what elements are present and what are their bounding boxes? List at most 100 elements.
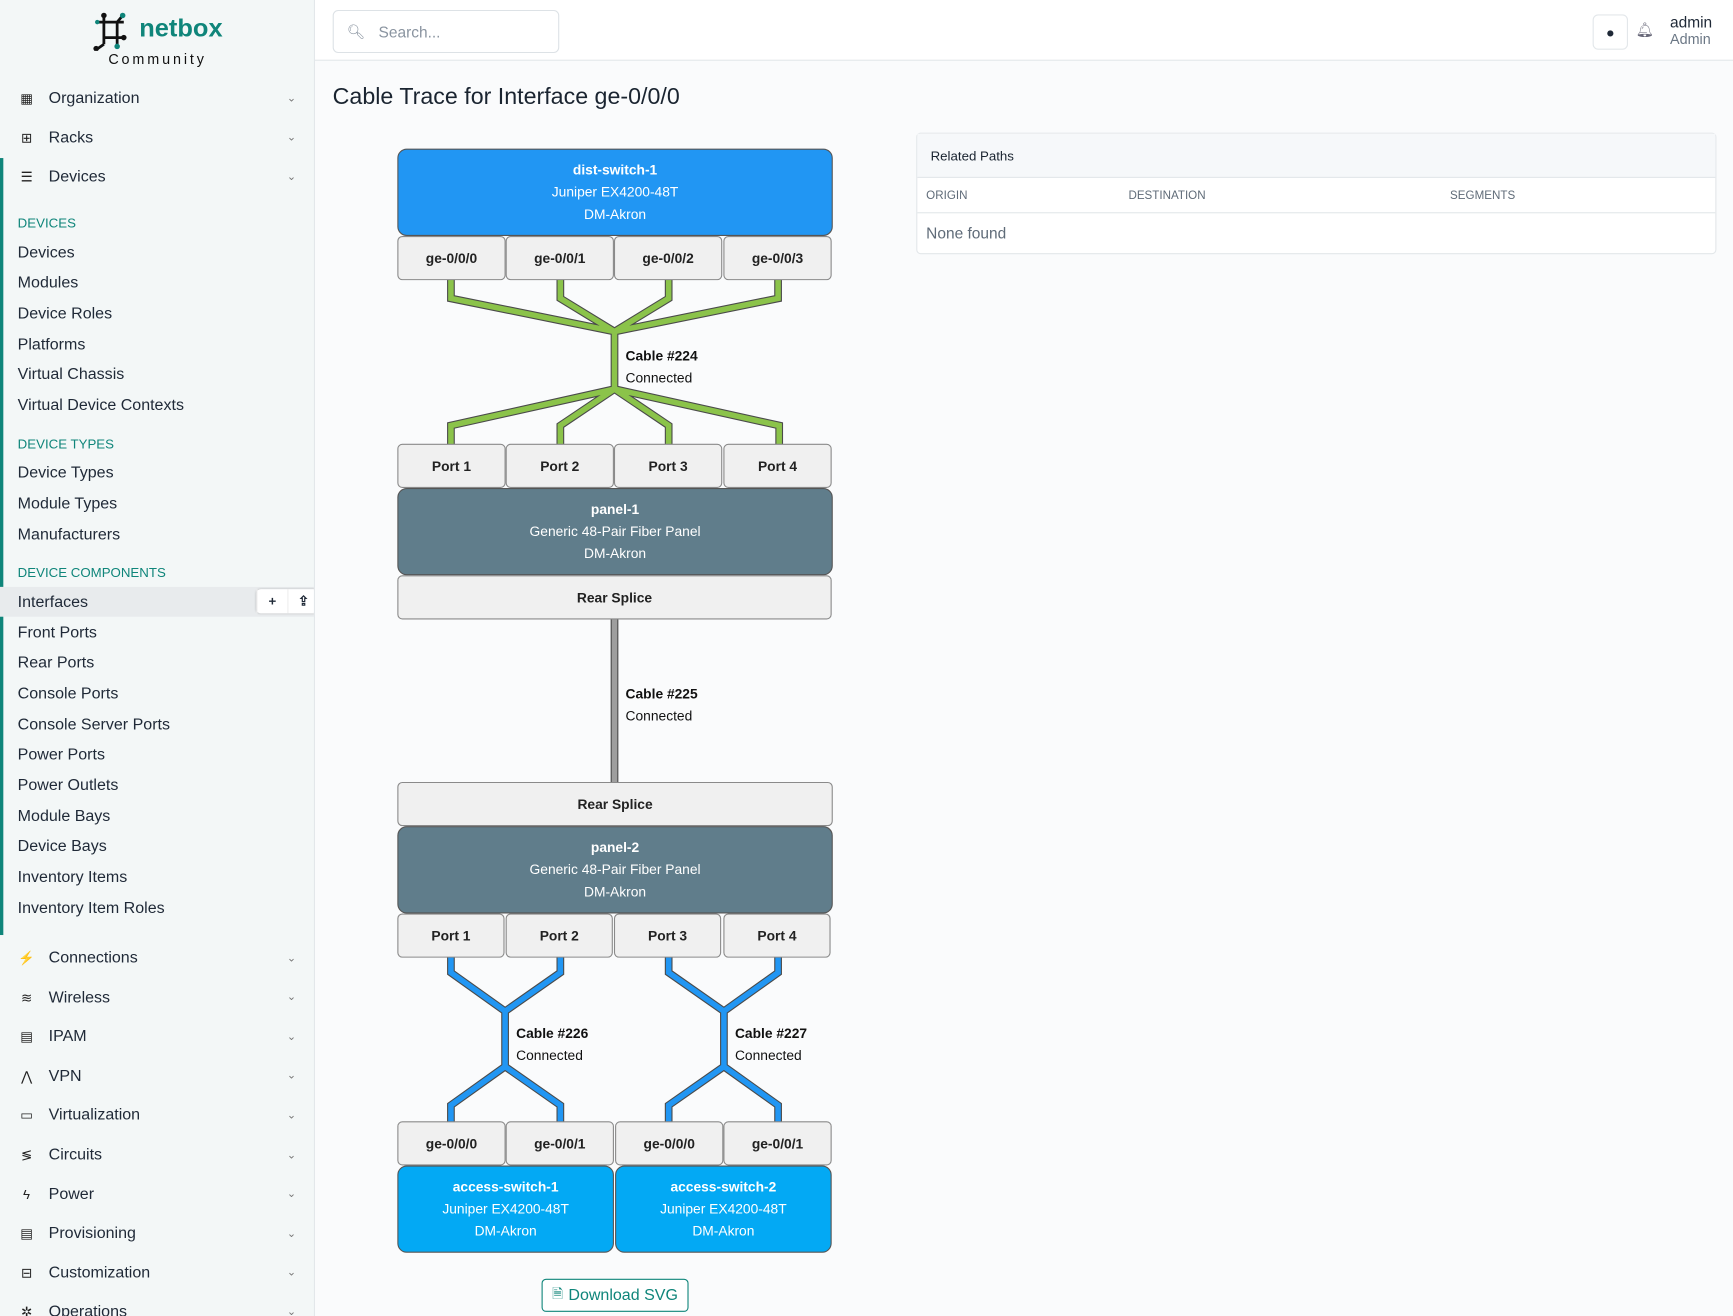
front-port[interactable] — [505, 443, 614, 488]
sidebar-menu-circuits[interactable]: ≶ Circuits ⌄ — [0, 1135, 314, 1175]
sidebar-item-console-ports[interactable]: Console Ports — [0, 679, 314, 709]
ip-icon: ▤ — [20, 1029, 33, 1045]
column-destination: DESTINATION — [1128, 188, 1206, 203]
menu-label: Organization — [48, 89, 140, 108]
cable-226[interactable] — [448, 957, 564, 1122]
front-port-label: Port 4 — [758, 458, 797, 474]
menu-label: Customization — [48, 1264, 151, 1282]
sidebar-item-label: Interfaces — [17, 593, 89, 611]
search-input[interactable]: 🔍︎ Search... — [332, 9, 560, 54]
sidebar-item-virtual-device-contexts[interactable]: Virtual Device Contexts — [0, 391, 314, 421]
cable-224-status: Connected — [626, 369, 693, 385]
menu-label: Power — [48, 1185, 95, 1204]
user-menu[interactable]: admin Admin — [1670, 13, 1712, 48]
sidebar-item-front-ports[interactable]: Front Ports — [0, 618, 314, 648]
interface-port[interactable] — [613, 235, 723, 281]
sidebar-menu-organization[interactable]: ▦ Organization ⌄ — [0, 78, 314, 118]
sidebar-item-modules[interactable]: Modules — [0, 268, 314, 298]
sidebar-item-label: Power Outlets — [17, 776, 119, 795]
sidebar-item-device-bays[interactable]: Device Bays — [0, 832, 314, 862]
sidebar-menu-ipam[interactable]: ▤ IPAM ⌄ — [0, 1017, 314, 1057]
bell-icon[interactable]: 🔔︎ — [1635, 20, 1654, 38]
device-access-switch-2[interactable] — [615, 1165, 832, 1253]
rear-port-label: Rear Splice — [577, 796, 652, 812]
rear-port[interactable] — [397, 781, 833, 827]
sidebar-menu-connections[interactable]: ⚡ Connections ⌄ — [0, 938, 314, 978]
sidebar-item-platforms[interactable]: Platforms — [0, 329, 314, 359]
interface-port[interactable] — [505, 1121, 614, 1166]
sidebar-item-interfaces[interactable]: Interfaces + ⇪ — [0, 587, 314, 618]
device-panel-1-site: DM-Akron — [584, 545, 646, 561]
sidebar-item-inventory-item-roles[interactable]: Inventory Item Roles — [0, 893, 314, 923]
interface-port-label: ge-0/0/1 — [534, 250, 586, 266]
sidebar-item-device-types[interactable]: Device Types — [0, 458, 314, 488]
device-panel-1[interactable] — [397, 487, 833, 576]
sidebar-menu-devices[interactable]: ☰ Devices ⌄ — [0, 157, 314, 197]
chevron-down-icon: ⌄ — [286, 131, 297, 144]
front-port[interactable] — [613, 913, 722, 958]
chevron-down-icon: ⌄ — [286, 1227, 297, 1240]
download-svg-button[interactable]: 🗎︎ Download SVG — [541, 1278, 689, 1312]
front-port[interactable] — [723, 913, 831, 958]
front-port[interactable] — [505, 913, 613, 958]
sidebar-item-rear-ports[interactable]: Rear Ports — [0, 648, 314, 678]
cable-224-label: Cable #224 — [626, 347, 698, 363]
sidebar-menu-wireless[interactable]: ≋ Wireless ⌄ — [0, 978, 314, 1018]
interface-port[interactable] — [397, 1121, 506, 1166]
table-header: ORIGIN DESTINATION SEGMENTS — [917, 178, 1716, 214]
sidebar: netbox Community ▦ Organization ⌄ ⊞ Racks ⌄ ☰ D… — [0, 0, 315, 1316]
interface-port[interactable] — [397, 235, 506, 281]
sidebar-menu-operations[interactable]: ✲ Operations ⌄ — [0, 1292, 314, 1316]
rear-port[interactable] — [397, 575, 832, 620]
sidebar-menu-provisioning[interactable]: ▤ Provisioning ⌄ — [0, 1214, 314, 1254]
front-port[interactable] — [723, 443, 832, 488]
sidebar-item-manufacturers[interactable]: Manufacturers — [0, 520, 314, 550]
theme-toggle-button[interactable]: ● — [1592, 14, 1629, 50]
sidebar-item-device-roles[interactable]: Device Roles — [0, 299, 314, 329]
device-access-switch-1[interactable] — [397, 1165, 614, 1253]
sidebar-item-power-ports[interactable]: Power Ports — [0, 740, 314, 770]
interface-port-label: ge-0/0/1 — [534, 1135, 586, 1151]
sidebar-menu-customization[interactable]: ⊟ Customization ⌄ — [0, 1253, 314, 1293]
chevron-down-icon: ⌄ — [286, 1070, 297, 1083]
bolt-icon: ϟ — [23, 1186, 31, 1203]
sidebar-item-devices[interactable]: Devices — [0, 238, 314, 268]
sidebar-item-power-outlets[interactable]: Power Outlets — [0, 771, 314, 801]
front-port[interactable] — [613, 443, 723, 488]
device-access-switch-1-type: Juniper EX4200-48T — [442, 1201, 569, 1217]
device-dist-switch-1-name: dist-switch-1 — [573, 162, 658, 178]
chevron-down-icon: ⌄ — [286, 991, 297, 1004]
device-dist-switch-1[interactable] — [397, 148, 833, 236]
sidebar-item-virtual-chassis[interactable]: Virtual Chassis — [0, 360, 314, 390]
add-button[interactable]: + — [256, 589, 287, 614]
cable-227[interactable] — [665, 957, 781, 1122]
sidebar-menu-vpn[interactable]: ⋀ VPN ⌄ — [0, 1056, 314, 1096]
file-icon: ▤ — [20, 1225, 33, 1242]
sidebar-item-console-server-ports[interactable]: Console Server Ports — [0, 710, 314, 740]
interface-port[interactable] — [505, 235, 614, 281]
search-icon: 🔍︎ — [347, 22, 366, 40]
front-port[interactable] — [397, 913, 505, 958]
front-port[interactable] — [397, 443, 506, 488]
cogs-icon: ✲ — [20, 1304, 33, 1316]
device-panel-2[interactable] — [397, 826, 833, 914]
sidebar-item-module-types[interactable]: Module Types — [0, 489, 314, 519]
interface-port[interactable] — [723, 1121, 832, 1166]
cable-227-label: Cable #227 — [735, 1025, 807, 1041]
page-title: Cable Trace for Interface ge-0/0/0 — [332, 83, 680, 110]
sidebar-item-module-bays[interactable]: Module Bays — [0, 801, 314, 831]
interface-port[interactable] — [723, 235, 832, 281]
rack-icon: ⊞ — [20, 129, 33, 146]
sidebar-item-inventory-items[interactable]: Inventory Items — [0, 863, 314, 893]
sidebar-item-label: Devices — [17, 243, 75, 262]
cable-224[interactable] — [448, 279, 782, 445]
sidebar-menu-racks[interactable]: ⊞ Racks ⌄ — [0, 118, 314, 158]
netbox-logo[interactable]: netbox Community — [93, 11, 226, 71]
chevron-down-icon: ⌄ — [286, 1148, 297, 1162]
item-actions: + ⇪ — [256, 589, 314, 614]
interface-port[interactable] — [615, 1121, 724, 1166]
sidebar-menu-virtualization[interactable]: ▭ Virtualization ⌄ — [0, 1096, 314, 1136]
import-button[interactable]: ⇪ — [287, 589, 314, 614]
sidebar-menu-power[interactable]: ϟ Power ⌄ — [0, 1174, 314, 1214]
